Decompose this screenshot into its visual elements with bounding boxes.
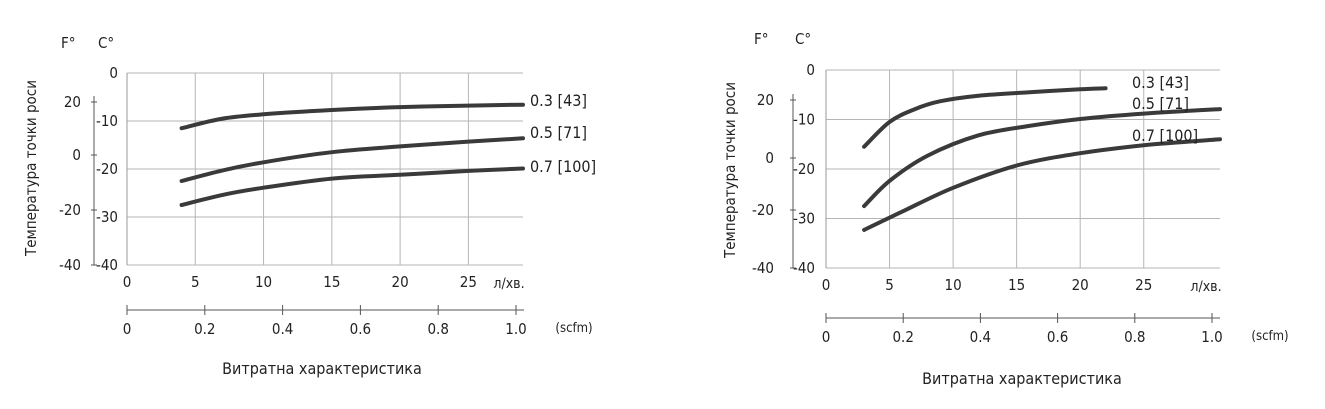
x-tick-label: 15 bbox=[1008, 276, 1025, 294]
grid bbox=[126, 72, 523, 266]
series-line-2 bbox=[862, 107, 1222, 209]
series-label: 0.7 [100] bbox=[1132, 126, 1198, 145]
x-axis-title: Витратна характеристика bbox=[222, 359, 422, 378]
x-tick-label: 10 bbox=[945, 276, 962, 294]
y-tick-label-celsius: -30 bbox=[793, 210, 815, 228]
x-tick-label: 5 bbox=[191, 273, 200, 291]
series-line-3 bbox=[179, 166, 525, 207]
series-label: 0.3 [43] bbox=[530, 91, 587, 110]
scfm-tick-label: 0 bbox=[123, 320, 132, 338]
scfm-tick-label: 0.2 bbox=[194, 320, 215, 338]
x-unit-label: л/хв. bbox=[1190, 279, 1221, 295]
series-label: 0.5 [71] bbox=[1132, 94, 1189, 113]
scfm-tick-label: 0.6 bbox=[1047, 328, 1068, 346]
x-tick-label: 0 bbox=[822, 276, 831, 294]
scfm-tick-label: 0.4 bbox=[272, 320, 293, 338]
scfm-tick-label: 0.8 bbox=[1124, 328, 1145, 346]
scfm-unit-label: (scfm) bbox=[555, 321, 592, 336]
x-tick-label: 15 bbox=[323, 273, 340, 291]
y-tick-label-celsius: -40 bbox=[96, 256, 118, 274]
y-tick-label-celsius: 0 bbox=[806, 61, 815, 79]
x-tick-label: 0 bbox=[123, 273, 132, 291]
y-tick-label-fahrenheit: 20 bbox=[757, 91, 774, 109]
y-axis-title: Температура точки роси bbox=[721, 82, 739, 259]
x-unit-label: л/хв. bbox=[493, 276, 524, 292]
y-tick-label-celsius: -40 bbox=[793, 259, 815, 277]
y-tick-label-fahrenheit: 0 bbox=[72, 146, 81, 164]
scfm-tick-label: 0.6 bbox=[350, 320, 371, 338]
y-tick-label-fahrenheit: -40 bbox=[59, 256, 81, 274]
y-tick-label-celsius: -30 bbox=[96, 208, 118, 226]
x-tick-label: 20 bbox=[392, 273, 409, 291]
series-line-1 bbox=[862, 86, 1108, 149]
scfm-tick-label: 0 bbox=[822, 328, 831, 346]
y-tick-label-celsius: -10 bbox=[96, 112, 118, 130]
x-tick-label: 10 bbox=[255, 273, 272, 291]
scfm-tick-label: 0.2 bbox=[892, 328, 913, 346]
scfm-tick-label: 0.4 bbox=[970, 328, 991, 346]
scfm-tick-label: 1.0 bbox=[505, 320, 526, 338]
series-line-2 bbox=[179, 136, 525, 183]
scfm-tick-label: 0.8 bbox=[427, 320, 448, 338]
series-label: 0.5 [71] bbox=[530, 123, 587, 142]
series-line-1 bbox=[179, 102, 525, 131]
x-tick-label: 25 bbox=[1135, 276, 1152, 294]
y-unit-fahrenheit: F° bbox=[754, 30, 769, 48]
y-tick-label-celsius: -20 bbox=[793, 160, 815, 178]
chart-right: F° C° 0 -10 -20 -30 -40 20 0 -20 -40 0 5 10 15 20 25 л/хв… bbox=[721, 30, 1289, 388]
y-tick-label-fahrenheit: -20 bbox=[59, 201, 81, 219]
scfm-tick-label: 1.0 bbox=[1201, 328, 1222, 346]
series-label: 0.3 [43] bbox=[1132, 73, 1189, 92]
x-tick-label: 25 bbox=[460, 273, 477, 291]
x-axis-title: Витратна характеристика bbox=[922, 369, 1122, 388]
x-tick-label: 20 bbox=[1072, 276, 1089, 294]
y-tick-label-fahrenheit: 0 bbox=[765, 149, 774, 167]
y-tick-label-celsius: -10 bbox=[793, 111, 815, 129]
y-unit-fahrenheit: F° bbox=[61, 34, 76, 52]
series-label: 0.7 [100] bbox=[530, 157, 596, 176]
y-tick-label-celsius: 0 bbox=[109, 64, 118, 82]
y-unit-celsius: C° bbox=[795, 30, 811, 48]
y-tick-label-celsius: -20 bbox=[96, 160, 118, 178]
y-tick-label-fahrenheit: -40 bbox=[752, 259, 774, 277]
series-line-3 bbox=[862, 137, 1222, 232]
y-tick-label-fahrenheit: 20 bbox=[64, 93, 81, 111]
chart-left: F° C° 0 -10 -20 -30 -40 20 0 -20 -40 0 5 10 15 20 25 л/хв… bbox=[22, 34, 596, 378]
scfm-unit-label: (scfm) bbox=[1251, 329, 1288, 344]
y-unit-celsius: C° bbox=[98, 34, 114, 52]
y-tick-label-fahrenheit: -20 bbox=[752, 201, 774, 219]
y-axis-title: Температура точки роси bbox=[22, 80, 40, 257]
x-tick-label: 5 bbox=[885, 276, 894, 294]
